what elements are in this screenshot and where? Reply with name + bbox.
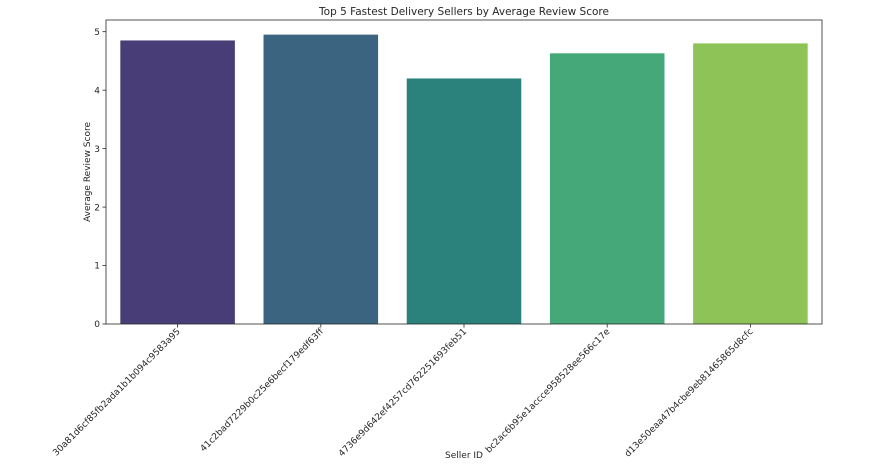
y-tick-label: 5 bbox=[94, 28, 100, 38]
plot-frame bbox=[105, 19, 823, 325]
y-tick-label: 1 bbox=[94, 262, 100, 272]
x-tick-label: bc2ac6b95e1accce958528ee566c17e bbox=[484, 327, 613, 456]
y-axis-label: Average Review Score bbox=[83, 122, 93, 222]
chart-title: Top 5 Fastest Delivery Sellers by Averag… bbox=[318, 6, 609, 18]
x-tick-label: d13e50eaa47b4cbe9eb81465865d8cfc bbox=[623, 327, 755, 459]
x-axis: 30a81d6cf85fb2ada1b1b094c9583a95 41c2bad7… bbox=[51, 324, 756, 459]
y-axis: 0 1 2 3 4 5 bbox=[94, 28, 106, 330]
bar-2 bbox=[263, 34, 379, 324]
x-tick-label: 4736e9d642ef4257cd762251693feb51 bbox=[337, 327, 469, 459]
x-tick-label: 30a81d6cf85fb2ada1b1b094c9583a95 bbox=[51, 327, 182, 458]
bar-1 bbox=[120, 40, 235, 324]
y-tick-label: 4 bbox=[94, 86, 100, 96]
x-tick-label: 41c2bad7229b0c25e6becf179edf63ff bbox=[199, 326, 327, 454]
bars-group bbox=[120, 34, 808, 325]
bar-3 bbox=[406, 78, 522, 324]
bar-4 bbox=[549, 53, 665, 324]
y-tick-label: 0 bbox=[94, 320, 100, 330]
bar-5 bbox=[693, 43, 808, 325]
y-tick-label: 3 bbox=[94, 145, 100, 155]
y-tick-label: 2 bbox=[94, 203, 100, 213]
x-axis-label: Seller ID bbox=[445, 451, 483, 461]
